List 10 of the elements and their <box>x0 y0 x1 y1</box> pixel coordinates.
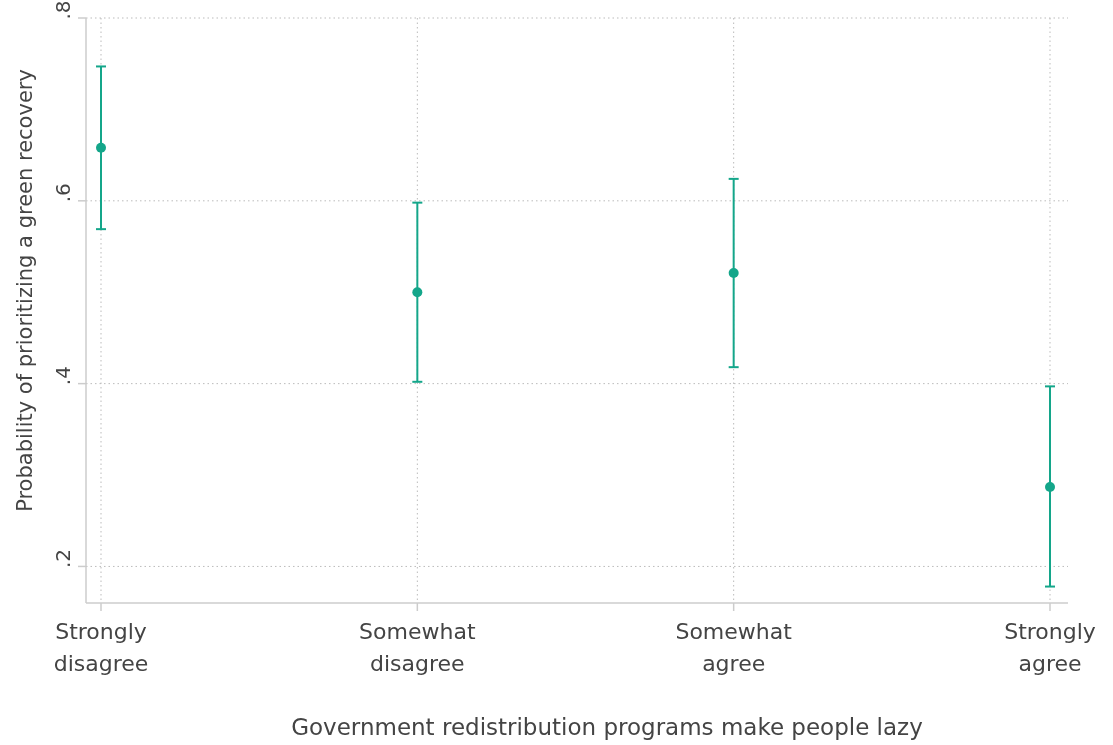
x-tick-label: Strongly agree <box>1004 619 1096 676</box>
x-tick-label: Somewhat disagree <box>359 619 476 676</box>
y-axis-title: Probability of prioritizing a green recovery <box>13 69 37 512</box>
x-tick-label: Somewhat agree <box>675 619 793 676</box>
y-tick-label: .8 <box>50 0 75 20</box>
y-tick-label: .4 <box>50 366 75 386</box>
y-tick-label: .6 <box>50 183 75 203</box>
x-tick-label: Strongly disagree <box>53 619 149 676</box>
y-tick-label: .2 <box>50 548 75 568</box>
x-axis-title: Government redistribution programs make people lazy <box>291 714 923 740</box>
